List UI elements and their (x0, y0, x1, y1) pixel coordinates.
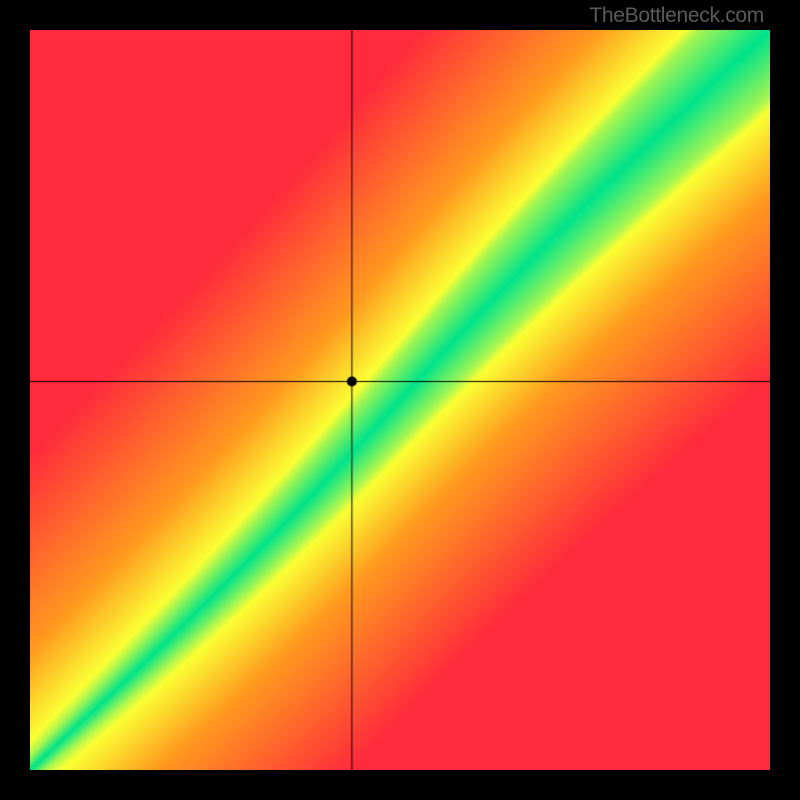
heatmap-frame (30, 30, 770, 770)
bottleneck-heatmap (30, 30, 770, 770)
watermark-text: TheBottleneck.com (589, 4, 764, 28)
